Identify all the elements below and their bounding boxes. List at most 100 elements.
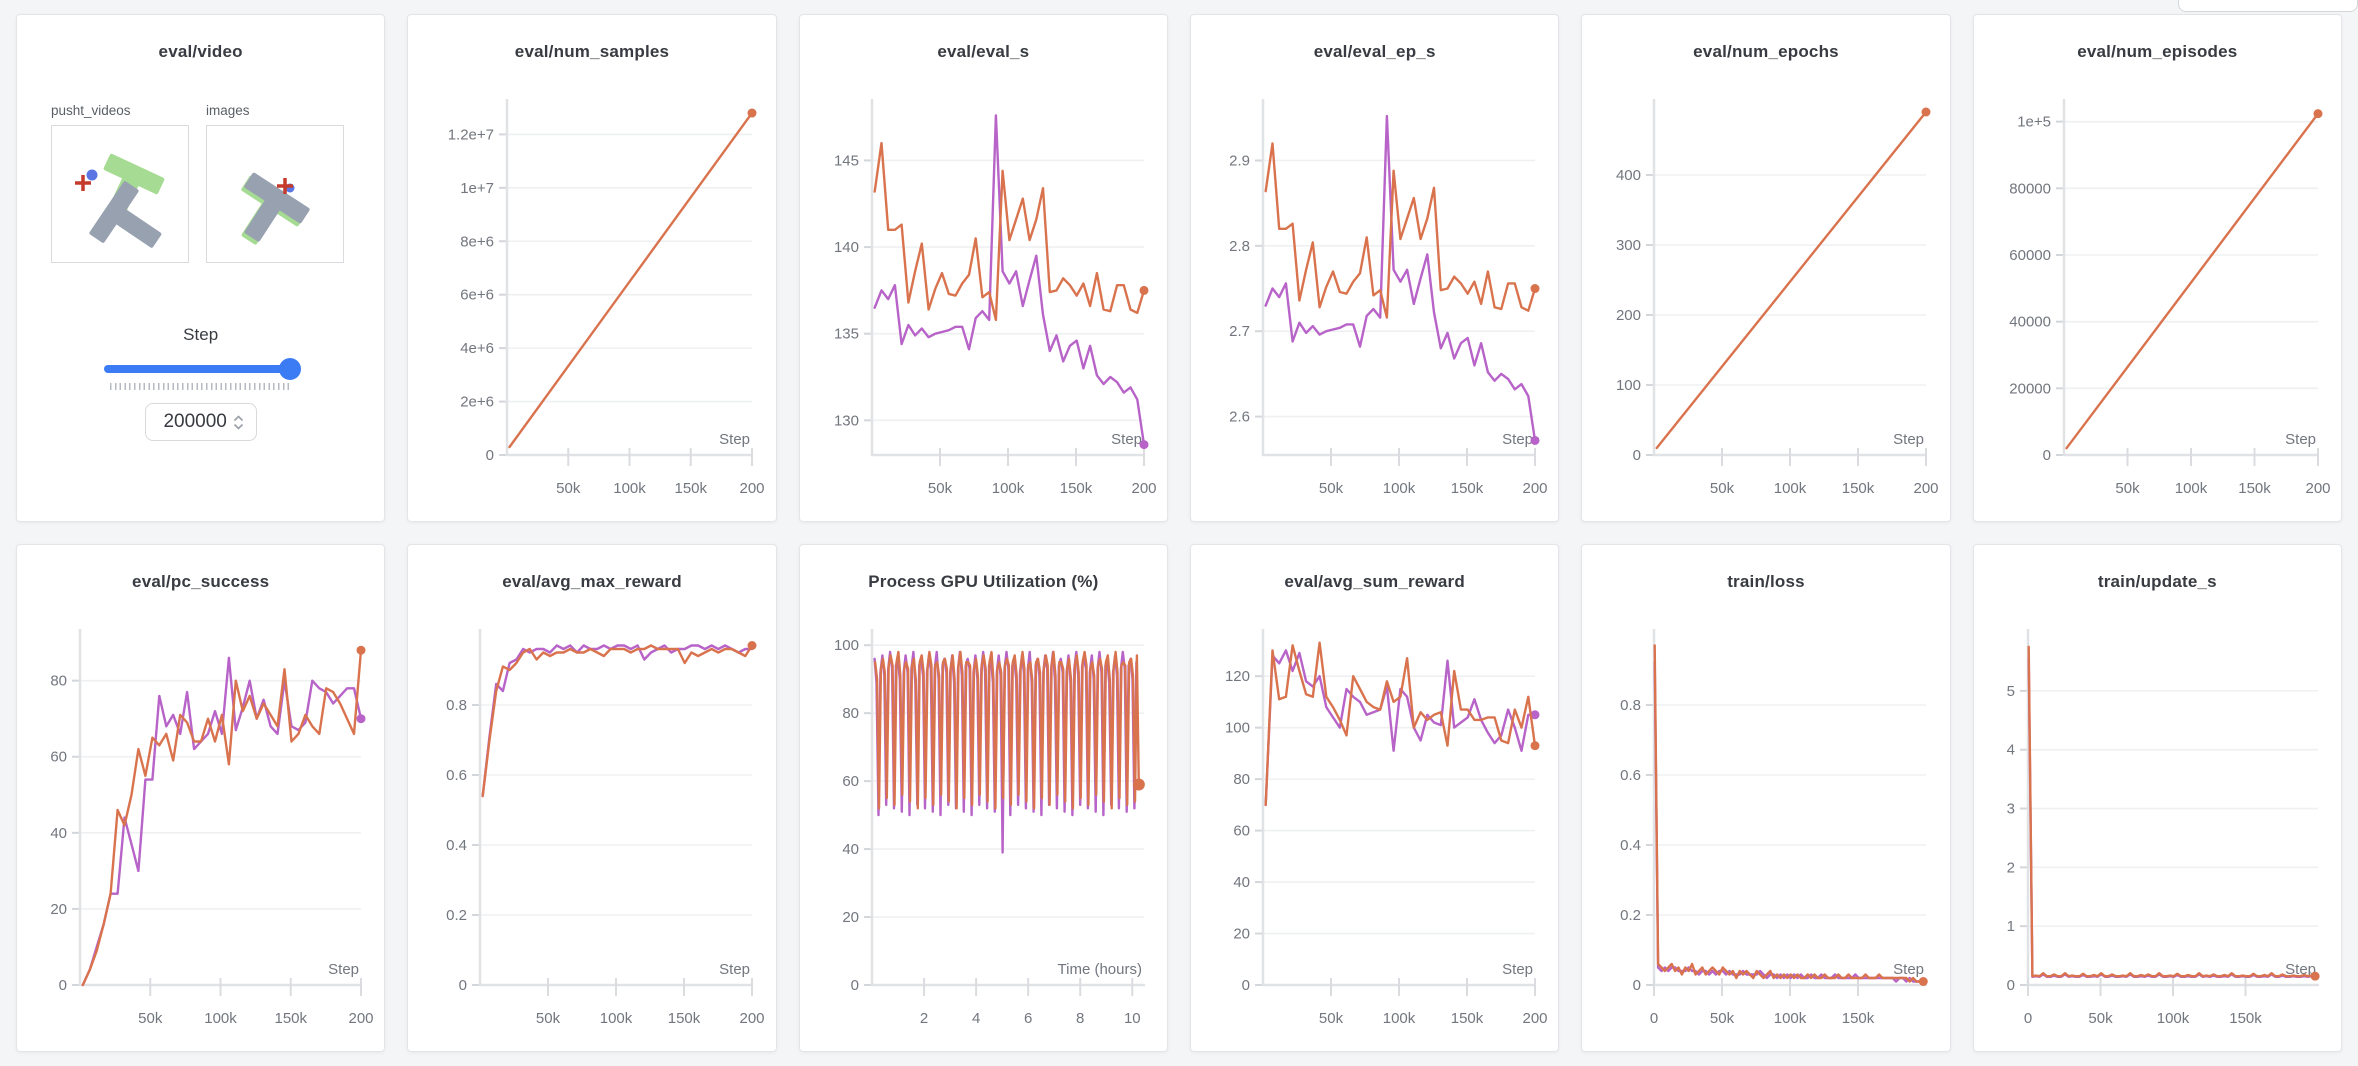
panel-eval_num_samples: eval/num_samples 0 2e+6 4e+6 6e+6 8e+6 1e+7 1.2… [407,14,777,522]
svg-text:130: 130 [834,412,859,429]
svg-text:200: 200 [1914,480,1939,497]
series-endpoint-dot [356,714,366,724]
svg-text:100k: 100k [2157,1010,2190,1027]
series-run-orange [2027,645,2317,978]
chart-plot-eval_num_samples[interactable]: 0 2e+6 4e+6 6e+6 8e+6 1e+7 1.2e+7 50k 100k 150k 20… [413,89,770,513]
chart-plot-process_gpu_utilization[interactable]: 0 20 40 60 80 100 2 4 6 8 10 Time (hours) [805,619,1162,1043]
svg-text:100k: 100k [992,480,1025,497]
svg-text:0.8: 0.8 [1621,697,1642,714]
svg-text:40000: 40000 [2009,314,2051,331]
chart-plot-train_update_s[interactable]: 0 1 2 3 4 5 0 50k 100k 150k Step [1979,619,2336,1043]
svg-text:0.8: 0.8 [447,697,468,714]
panel-eval_num_episodes: eval/num_episodes 0 20000 40000 60000 80000 1e… [1972,14,2342,522]
svg-text:100k: 100k [1383,480,1416,497]
chart-title: eval/eval_ep_s [1313,42,1436,61]
svg-text:2: 2 [920,1010,928,1027]
chart-plot-eval_eval_s[interactable]: 130 135 140 145 50k 100k 150k 200 Step [805,89,1162,513]
panel-train_update_s: train/update_s 0 1 2 3 4 5 0 50k 100k 150k Step [1972,544,2342,1052]
svg-text:0.4: 0.4 [1621,837,1642,854]
svg-text:100: 100 [834,637,859,654]
svg-text:6: 6 [1024,1010,1032,1027]
series-run-orange [1653,644,1925,983]
chart-plot-train_loss[interactable]: 0 0.2 0.4 0.6 0.8 0 50k 100k 150k Step [1587,619,1944,1043]
svg-text:8e+6: 8e+6 [461,233,495,250]
svg-text:150k: 150k [1842,1010,1875,1027]
svg-text:5: 5 [2006,683,2014,700]
svg-text:4e+6: 4e+6 [461,340,495,357]
step-input[interactable] [157,410,234,434]
series-endpoint-dot [1530,741,1540,751]
series-run-orange [1264,641,1537,807]
series-run-purple [2027,657,2317,978]
series-run-purple [1653,661,1925,983]
svg-text:1: 1 [2006,918,2014,935]
x-axis-label: Step [1502,961,1533,978]
chart-title: eval/num_samples [514,42,670,61]
chart-plot-eval_num_epochs[interactable]: 0 100 200 300 400 50k 100k 150k 200 Step [1587,89,1944,513]
svg-text:50k: 50k [557,480,582,497]
svg-text:80000: 80000 [2009,180,2051,197]
svg-text:2.6: 2.6 [1229,409,1250,426]
svg-text:100k: 100k [204,1010,237,1027]
svg-text:150k: 150k [1060,480,1093,497]
stepper-down-icon[interactable] [233,423,244,430]
svg-text:40: 40 [1233,874,1250,891]
series-endpoint-dot [1530,435,1540,445]
chart-title: eval/pc_success [132,572,270,591]
svg-text:2e+6: 2e+6 [461,394,495,411]
x-axis-label: Step [1502,431,1533,448]
panel-eval_eval_ep_s: eval/eval_ep_s 2.6 2.7 2.8 2.9 50k 100k 150k 200… [1190,14,1560,522]
svg-text:100k: 100k [2175,480,2208,497]
svg-text:1.2e+7: 1.2e+7 [448,126,494,143]
svg-text:20: 20 [842,909,859,926]
stepper-up-icon[interactable] [233,414,244,422]
chart-plot-eval_avg_sum_reward[interactable]: 0 20 40 60 80 100 120 50k 100k 150k 200 Step [1196,619,1553,1043]
svg-text:2.8: 2.8 [1229,238,1250,255]
series-endpoint-dot [1132,778,1145,791]
series-endpoint-dot [1530,284,1540,294]
svg-text:80: 80 [842,705,859,722]
svg-text:300: 300 [1616,237,1641,254]
pusht-video-thumbnail[interactable] [51,125,189,263]
svg-text:8: 8 [1076,1010,1084,1027]
slider-track[interactable] [103,365,298,373]
slider-thumb[interactable] [278,358,301,380]
chart-plot-eval_avg_max_reward[interactable]: 0 0.2 0.4 0.6 0.8 50k 100k 150k 200 Step [413,619,770,1043]
svg-text:150k: 150k [2229,1010,2262,1027]
step-slider[interactable] [103,357,301,381]
svg-text:200: 200 [1523,1010,1548,1027]
x-axis-label: Step [1894,431,1925,448]
step-input-box[interactable] [144,403,257,441]
svg-text:150k: 150k [2238,480,2271,497]
video-panel-title: eval/video [158,42,243,61]
media-figure-images: images [206,103,344,263]
svg-text:0: 0 [2006,977,2014,994]
svg-text:3: 3 [2006,801,2014,818]
svg-text:10: 10 [1124,1010,1141,1027]
series-run-orange [508,111,754,449]
svg-text:0.2: 0.2 [1621,907,1642,924]
images-thumbnail[interactable] [206,125,344,263]
series-endpoint-dot [1530,710,1540,720]
chart-plot-eval_pc_success[interactable]: 0 20 40 60 80 50k 100k 150k 200 Step [22,619,379,1043]
svg-text:145: 145 [834,152,859,169]
series-run-orange [1264,142,1537,319]
series-endpoint-dot [2310,971,2320,981]
svg-text:40: 40 [50,825,67,842]
chart-plot-eval_num_episodes[interactable]: 0 20000 40000 60000 80000 1e+5 50k 100k 150k 200 S… [1979,89,2336,513]
svg-text:50k: 50k [138,1010,163,1027]
media-caption: images [206,103,250,118]
svg-text:50k: 50k [1319,480,1344,497]
chart-plot-eval_eval_ep_s[interactable]: 2.6 2.7 2.8 2.9 50k 100k 150k 200 Step [1196,89,1553,513]
panel-eval_eval_s: eval/eval_s 130 135 140 145 50k 100k 150k 200 Ste… [798,14,1168,522]
x-axis-label: Step [720,431,751,448]
media-caption: pusht_videos [51,103,131,118]
svg-text:200: 200 [740,1010,765,1027]
step-slider-block: Step [17,325,384,441]
svg-text:60000: 60000 [2009,247,2051,264]
svg-text:0: 0 [1650,1010,1658,1027]
svg-text:100k: 100k [1774,1010,1807,1027]
svg-text:60: 60 [1233,823,1250,840]
svg-text:100k: 100k [614,480,647,497]
chart-title: eval/num_epochs [1693,42,1839,61]
